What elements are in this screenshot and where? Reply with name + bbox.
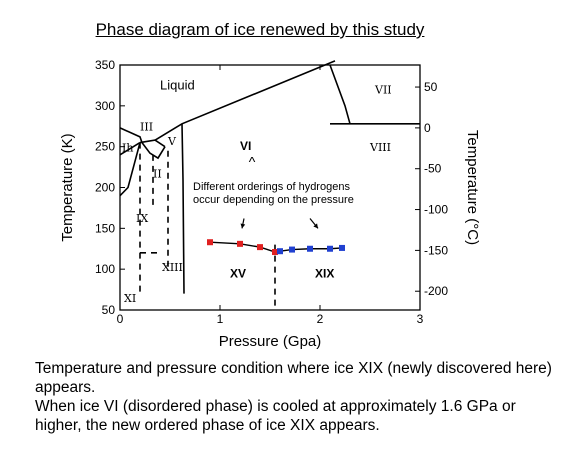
phase-label: Liquid <box>160 78 195 93</box>
caption-line-2: When ice VI (disordered phase) is cooled… <box>35 398 516 434</box>
phase-label: XIX <box>315 266 334 280</box>
y2-tick-label: -50 <box>424 162 442 176</box>
phase-boundary-line <box>119 127 143 143</box>
data-point <box>257 244 263 251</box>
y-axis-label: Temperature (K) <box>59 133 76 241</box>
y-tick-label: 300 <box>95 99 115 113</box>
dashed-boundaries <box>139 142 276 310</box>
data-point <box>207 239 213 246</box>
annotation-text: Different orderings of hydrogens <box>193 181 350 193</box>
phase-label: IX <box>136 212 148 225</box>
phase-boundary-line <box>181 123 185 294</box>
phase-label: XI <box>124 292 136 305</box>
y2-tick-label: 0 <box>424 121 431 135</box>
caption: Temperature and pressure condition where… <box>35 359 565 435</box>
axes-group: 0 1 2 350100150200250300350500-50-100-150-2… <box>59 58 481 350</box>
phase-boundary-line <box>119 142 141 197</box>
y2-tick-label: -100 <box>424 203 448 217</box>
x-tick-label: 1 <box>217 312 224 326</box>
y-tick-label: 200 <box>95 181 115 195</box>
phase-diagram: 0 1 2 350100150200250300350500-50-100-150-2… <box>59 58 481 350</box>
data-point <box>339 244 345 251</box>
phase-label: III <box>140 120 153 133</box>
phase-boundary-line <box>141 142 166 160</box>
data-point <box>277 248 283 255</box>
y-tick-label: 100 <box>95 262 115 276</box>
phase-boundary-line <box>119 141 141 156</box>
data-series <box>207 239 345 256</box>
x-tick-label: 3 <box>417 312 424 326</box>
y2-tick-label: 50 <box>424 80 438 94</box>
data-point <box>237 240 243 247</box>
phase-boundary-line <box>329 64 351 125</box>
y-tick-label: 350 <box>95 58 115 72</box>
x-tick-label: 0 <box>117 312 124 326</box>
phase-label: XIII <box>162 261 183 274</box>
data-point <box>289 246 295 253</box>
y2-axis-label: Temperature (°C) <box>464 130 481 245</box>
arrow-to-xv-head <box>240 223 246 229</box>
annotation-caret: ^ <box>249 153 256 169</box>
phase-label: VI <box>240 139 251 153</box>
y2-tick-label: -150 <box>424 243 448 257</box>
data-point <box>272 249 278 256</box>
phase-label: Ih <box>122 142 133 155</box>
caption-line-1: Temperature and pressure condition where… <box>35 360 552 396</box>
x-axis-label: Pressure (Gpa) <box>219 333 322 350</box>
phase-label: VIII <box>369 141 391 154</box>
phase-label: II <box>153 168 162 181</box>
chart-title: Phase diagram of ice renewed by this stu… <box>95 20 425 39</box>
y-tick-label: 250 <box>95 140 115 154</box>
data-point <box>327 245 333 252</box>
y2-tick-label: -200 <box>424 284 448 298</box>
y-tick-label: 50 <box>102 303 116 317</box>
x-tick-label: 2 <box>317 312 324 326</box>
phase-boundaries <box>119 60 420 294</box>
annotation-text: occur depending on the pressure <box>193 194 354 206</box>
arrow-to-xix-head <box>313 223 318 229</box>
phase-label: XV <box>230 266 246 280</box>
y-tick-label: 150 <box>95 221 115 235</box>
data-point <box>307 245 313 252</box>
phase-label: V <box>167 135 177 148</box>
phase-label: VII <box>374 84 392 97</box>
